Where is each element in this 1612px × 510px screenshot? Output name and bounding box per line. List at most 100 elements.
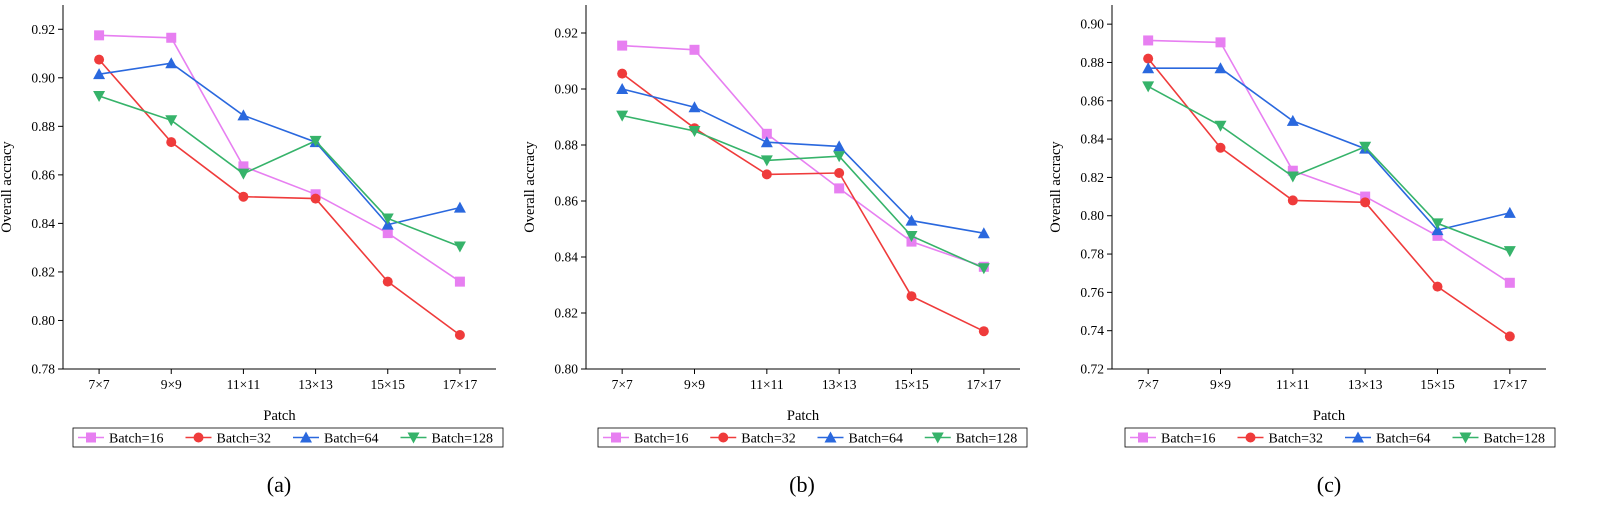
data-point-batch-128 [616, 110, 629, 122]
data-point-batch-32 [166, 137, 177, 148]
data-point-batch-64 [237, 109, 250, 121]
y-tick-label: 0.84 [554, 250, 578, 265]
data-point-batch-64 [977, 227, 990, 239]
data-point-batch-32 [1432, 281, 1443, 292]
y-tick-label: 0.88 [554, 138, 578, 153]
series-line-batch-128 [98, 95, 461, 248]
legend-marker [1245, 432, 1256, 443]
legend-marker [1459, 432, 1472, 444]
data-point-batch-128 [453, 241, 466, 253]
legend-box [72, 427, 504, 448]
data-point-batch-16 [761, 128, 772, 139]
data-point-batch-32 [834, 168, 845, 178]
x-tick-label: 7×7 [612, 377, 633, 392]
data-point-batch-64 [1503, 206, 1516, 218]
y-axis-title: Overall accracy [0, 141, 15, 233]
panel-caption: (a) [267, 472, 291, 497]
y-tick-label: 0.86 [31, 167, 55, 182]
data-point-batch-64 [1214, 62, 1227, 74]
series-line-batch-32 [98, 59, 461, 336]
data-point-batch-32 [1360, 197, 1371, 208]
x-tick-label: 17×17 [1493, 377, 1528, 392]
legend-label: Batch=64 [324, 432, 379, 447]
x-tick-label: 17×17 [443, 377, 478, 392]
data-point-batch-128 [905, 231, 918, 242]
data-point-batch-32 [1143, 53, 1154, 64]
x-tick-label: 9×9 [684, 377, 705, 392]
x-tick-label: 13×13 [298, 377, 333, 392]
data-point-batch-64 [833, 140, 846, 152]
data-point-batch-128 [165, 115, 178, 127]
data-point-batch-16 [1504, 277, 1515, 288]
x-tick-label: 9×9 [1210, 377, 1231, 392]
data-point-batch-32 [906, 291, 917, 302]
data-point-batch-16 [94, 30, 105, 41]
x-tick-label: 11×11 [1276, 377, 1310, 392]
x-tick-label: 7×7 [89, 377, 110, 392]
series-line-batch-16 [1148, 39, 1511, 284]
legend-label: Batch=32 [217, 432, 272, 447]
y-tick-label: 0.92 [31, 22, 55, 37]
data-point-batch-64 [453, 201, 466, 213]
y-tick-label: 0.72 [1080, 362, 1104, 377]
data-point-batch-32 [617, 68, 628, 79]
data-point-batch-128 [760, 155, 773, 167]
series-line-batch-64 [98, 62, 461, 226]
data-point-batch-128 [833, 151, 846, 163]
x-tick-label: 15×15 [894, 377, 929, 392]
y-tick-label: 0.92 [554, 26, 578, 41]
panel-caption: (c) [1317, 472, 1341, 497]
data-point-batch-16 [689, 44, 700, 55]
y-tick-label: 0.88 [31, 119, 55, 134]
legend-marker [611, 432, 621, 443]
y-tick-label: 0.82 [31, 264, 55, 279]
legend-box [1124, 427, 1556, 448]
data-point-batch-32 [978, 326, 989, 337]
series-line-batch-64 [1148, 67, 1510, 231]
chart-panel-3: 0.72 0.74 0.76 0.78 0.80 0.82 0.84 0.86 0.88 0.90… [1048, 5, 1556, 497]
data-point-batch-128 [93, 91, 106, 102]
y-axis-title: Overall accracy [522, 141, 538, 233]
y-axis-title: Overall accracy [1048, 141, 1064, 233]
x-axis-title: Patch [1313, 408, 1346, 424]
y-tick-label: 0.82 [1080, 170, 1104, 185]
y-tick-label: 0.86 [554, 194, 578, 209]
y-tick-label: 0.90 [554, 82, 578, 97]
y-tick-label: 0.80 [554, 362, 578, 377]
data-point-batch-64 [688, 101, 701, 113]
legend: Batch=16 Batch=32 Batch=64 Batch=128 [597, 427, 1028, 448]
y-tick-label: 0.88 [1080, 55, 1104, 70]
x-tick-label: 15×15 [1420, 377, 1455, 392]
data-point-batch-128 [977, 263, 990, 275]
data-point-batch-64 [905, 214, 918, 226]
y-tick-label: 0.82 [554, 306, 578, 321]
x-tick-label: 17×17 [967, 377, 1002, 392]
data-point-batch-16 [617, 40, 628, 51]
data-point-batch-128 [688, 126, 701, 137]
data-point-batch-32 [1504, 331, 1515, 342]
data-point-batch-16 [382, 228, 393, 239]
x-axis-title: Patch [787, 408, 820, 424]
x-axis-title: Patch [263, 408, 296, 424]
legend-marker [718, 432, 729, 443]
y-tick-label: 0.78 [31, 362, 55, 377]
y-tick-label: 0.90 [31, 70, 55, 85]
data-point-batch-128 [1214, 120, 1227, 132]
legend-label: Batch=16 [1161, 432, 1216, 447]
data-point-batch-32 [1215, 142, 1226, 153]
legend-marker [193, 432, 204, 443]
legend-label: Batch=64 [849, 432, 904, 447]
legend-label: Batch=16 [109, 432, 164, 447]
data-point-batch-64 [93, 68, 106, 80]
data-point-batch-128 [1286, 171, 1299, 183]
y-tick-label: 0.80 [31, 313, 55, 328]
data-point-batch-16 [834, 183, 845, 194]
chart-panel-1: 0.78 0.80 0.82 0.84 0.86 0.88 0.90 0.92 7×7 9×9 11… [0, 5, 504, 497]
data-point-batch-64 [1142, 62, 1155, 74]
x-tick-label: 15×15 [370, 377, 405, 392]
data-point-batch-16 [1215, 37, 1226, 48]
data-point-batch-16 [1432, 230, 1443, 241]
data-point-batch-16 [454, 276, 465, 287]
data-point-batch-64 [616, 83, 629, 94]
